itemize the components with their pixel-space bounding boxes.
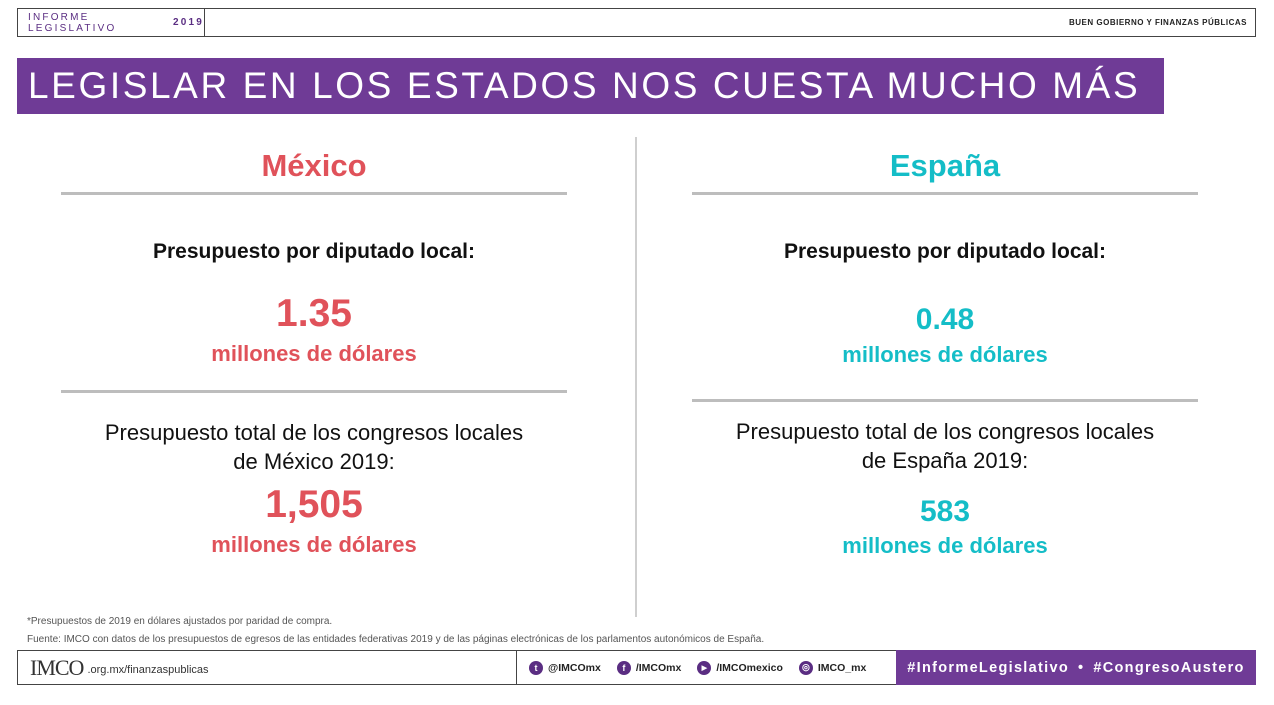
report-title: INFORME LEGISLATIVO [28, 11, 117, 34]
hashtag-congreso[interactable]: #CongresoAustero [1093, 659, 1245, 676]
imco-logo: IMCO [30, 654, 84, 680]
youtube-icon: ▶ [697, 660, 712, 675]
page-title: LEGISLAR EN LOS ESTADOS NOS CUESTA MUCHO… [17, 58, 1164, 114]
mexico-column: México Presupuesto por diputado local: 1… [61, 140, 567, 580]
spain-per-deputy-unit: millones de dólares [842, 342, 1048, 367]
footnote: *Presupuestos de 2019 en dólares ajustad… [27, 616, 333, 627]
twitter-icon: t [529, 660, 543, 675]
hashtag-separator: • [1077, 659, 1085, 676]
footer-bar: IMCO .org.mx/finanzaspublicas t @IMCOmx … [17, 650, 1256, 685]
instagram-handle: IMCO_mx [817, 661, 867, 674]
mexico-total-label-line2: de México 2019: [233, 449, 395, 474]
spain-country-heading: España [889, 148, 1001, 183]
hashtag-informe[interactable]: #InformeLegislativo [907, 659, 1069, 676]
report-label: INFORME LEGISLATIVO 2019 [18, 9, 205, 36]
hashtags-box: #InformeLegislativo • #CongresoAustero [896, 650, 1256, 685]
spain-total-label: Presupuesto total de los congresos local… [692, 417, 1198, 475]
spain-per-deputy-label: Presupuesto por diputado local: [783, 240, 1107, 263]
mexico-per-deputy-value: 1.35 [276, 292, 352, 335]
twitter-handle: @IMCOmx [548, 661, 601, 674]
facebook-icon: f [616, 660, 631, 675]
youtube-handle: /IMCOmexico [716, 661, 783, 674]
column-divider [635, 137, 637, 617]
spain-per-deputy-value: 0.48 [915, 303, 975, 336]
social-facebook[interactable]: f /IMCOmx [616, 660, 682, 675]
spain-middle-rule [692, 399, 1198, 402]
social-youtube[interactable]: ▶ /IMCOmexico [697, 660, 783, 675]
social-twitter[interactable]: t @IMCOmx [529, 660, 601, 675]
report-year: 2019 [172, 17, 204, 28]
spain-total-value: 583 [919, 495, 971, 528]
mexico-total-unit: millones de dólares [211, 532, 417, 557]
source-note: Fuente: IMCO con datos de los presupuest… [27, 634, 765, 645]
section-label: BUEN GOBIERNO Y FINANZAS PÚBLICAS [1069, 18, 1247, 27]
spain-total-unit: millones de dólares [842, 533, 1048, 558]
mexico-country-heading: México [261, 148, 367, 183]
mexico-total-label: Presupuesto total de los congresos local… [61, 418, 567, 476]
mexico-per-deputy-label: Presupuesto por diputado local: [152, 240, 476, 263]
top-header-bar: INFORME LEGISLATIVO 2019 BUEN GOBIERNO Y… [17, 8, 1256, 37]
spain-column: España Presupuesto por diputado local: 0… [692, 140, 1198, 580]
mexico-per-deputy-unit: millones de dólares [211, 341, 417, 366]
spain-total-label-line2: de España 2019: [861, 448, 1029, 473]
facebook-handle: /IMCOmx [635, 661, 682, 674]
mexico-total-label-line1: Presupuesto total de los congresos local… [104, 420, 524, 445]
footer-logo-area[interactable]: IMCO .org.mx/finanzaspublicas [18, 651, 517, 684]
mexico-middle-rule [61, 390, 567, 393]
footer-url[interactable]: .org.mx/finanzaspublicas [87, 663, 209, 676]
social-links: t @IMCOmx f /IMCOmx ▶ /IMCOmexico ◎ IMCO… [517, 651, 896, 684]
social-instagram[interactable]: ◎ IMCO_mx [798, 660, 867, 675]
instagram-icon: ◎ [798, 660, 813, 675]
mexico-top-rule [61, 192, 567, 195]
spain-top-rule [692, 192, 1198, 195]
spain-total-label-line1: Presupuesto total de los congresos local… [735, 419, 1155, 444]
mexico-total-value: 1,505 [265, 483, 363, 526]
